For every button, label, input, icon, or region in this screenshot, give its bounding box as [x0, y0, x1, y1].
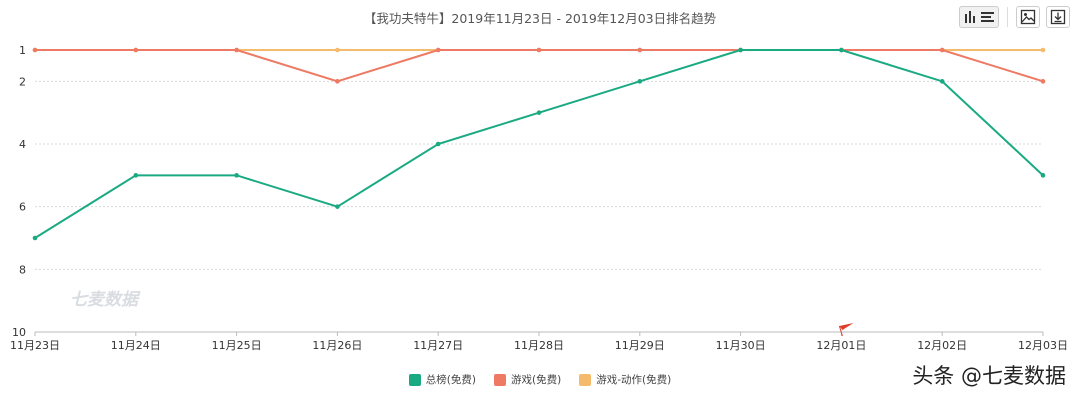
x-tick-label: 11月24日 [111, 339, 161, 352]
flag-marker [839, 323, 854, 330]
data-point [1040, 79, 1046, 84]
chart-type-toggle-button[interactable] [959, 6, 999, 28]
data-point [335, 47, 340, 53]
data-point [133, 173, 139, 178]
x-tick-label: 11月30日 [716, 339, 766, 352]
y-tick-label: 8 [19, 263, 26, 276]
x-tick-label: 11月27日 [413, 339, 463, 352]
chart-toolbar [959, 6, 1070, 28]
data-point [738, 47, 743, 53]
x-tick-label: 12月02日 [917, 339, 967, 352]
chart-title: 【我功夫特牛】2019年11月23日 - 2019年12月03日排名趋势 [363, 11, 717, 26]
y-tick-label: 10 [12, 326, 26, 339]
toolbar-divider [1007, 7, 1008, 27]
data-point [234, 173, 239, 178]
x-tick-label: 11月26日 [312, 339, 362, 352]
chart-legend: 总榜(免费) 游戏(免费) 游戏-动作(免费) [0, 372, 1080, 387]
x-tick-label: 11月23日 [10, 339, 60, 352]
x-tick-label: 11月28日 [514, 339, 564, 352]
legend-label: 游戏-动作(免费) [596, 374, 672, 386]
data-point [536, 110, 542, 115]
data-point [536, 47, 542, 53]
legend-swatch [408, 373, 421, 386]
legend-item[interactable]: 总榜(免费) [408, 372, 476, 387]
data-point [133, 47, 139, 53]
image-save-icon [1020, 9, 1036, 25]
data-point [939, 79, 945, 84]
data-point [435, 141, 441, 147]
legend-swatch [579, 373, 592, 386]
watermark: 七麦数据 [70, 290, 138, 310]
download-button[interactable] [1046, 6, 1070, 28]
data-point [335, 79, 340, 84]
data-point [637, 47, 643, 53]
data-point [839, 47, 844, 53]
y-tick-label: 4 [19, 138, 26, 151]
data-point [32, 235, 38, 241]
data-point [234, 47, 239, 53]
x-tick-label: 12月03日 [1018, 339, 1068, 352]
download-icon [1050, 9, 1066, 25]
y-tick-label: 1 [19, 44, 26, 57]
legend-swatch [494, 373, 506, 386]
save-image-button[interactable] [1016, 6, 1040, 28]
data-point [435, 47, 441, 53]
list-icon [980, 12, 994, 22]
source-credit: 头条 @七麦数据 [912, 364, 1066, 388]
legend-item[interactable]: 游戏(免费) [494, 372, 561, 387]
data-point [1040, 173, 1046, 178]
legend-label: 游戏(免费) [511, 374, 562, 386]
x-tick-label: 11月29日 [615, 339, 665, 352]
data-point [637, 79, 643, 84]
data-point [335, 204, 340, 209]
y-tick-label: 2 [19, 75, 26, 88]
y-tick-label: 6 [19, 201, 26, 214]
data-point [1040, 47, 1046, 53]
bar-chart-icon [964, 11, 975, 23]
flag-pole [838, 325, 843, 337]
legend-label: 总榜(免费) [425, 374, 476, 386]
data-point [939, 47, 945, 53]
x-tick-label: 11月25日 [212, 339, 262, 352]
legend-item[interactable]: 游戏-动作(免费) [579, 372, 671, 387]
data-point [32, 47, 38, 53]
x-tick-label: 12月01日 [816, 339, 866, 352]
